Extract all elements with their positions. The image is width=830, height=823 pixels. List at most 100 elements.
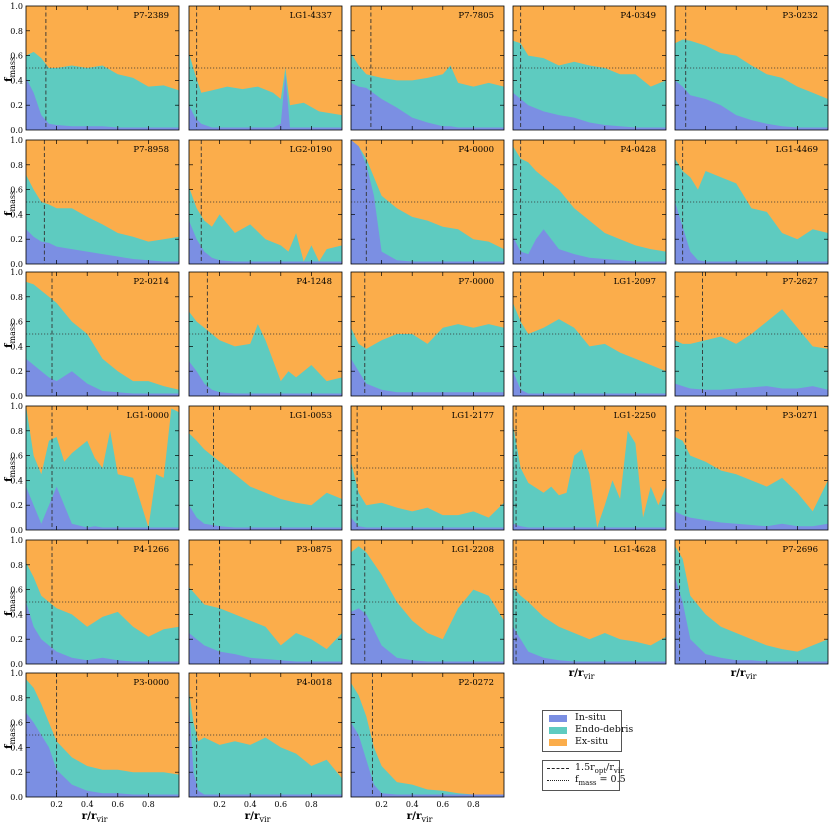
x-tick-label: 0.4 (244, 800, 257, 809)
insitu-area (513, 371, 666, 396)
legend-fmass-tail: = 0.5 (596, 774, 626, 785)
panel-frame (512, 271, 667, 397)
endo-debris-area (351, 324, 504, 396)
y-axis-label-main: f (3, 342, 15, 348)
y-tick-label: 1.0 (10, 2, 23, 11)
insitu-area (26, 229, 179, 264)
y-tick-label: 0.4 (10, 610, 23, 619)
y-axis-label: fmass (3, 457, 17, 482)
panel-title: P4-0349 (620, 11, 656, 21)
endo-debris-area (351, 140, 504, 264)
y-axis-label-sub: mass (8, 323, 17, 344)
insitu-area (675, 511, 828, 530)
x-axis-label: r/rvir (82, 810, 108, 823)
panel-title: P2-0272 (458, 678, 494, 688)
x-axis-label: r/rvir (731, 667, 757, 681)
endo-debris-area (26, 174, 179, 264)
panel-LG1-2177: LG1-2177 (350, 405, 505, 531)
panel-frame (25, 5, 180, 131)
legend-fmass-main: f (575, 774, 579, 785)
x-axis-label: r/rvir (407, 810, 433, 823)
panel-title: P7-8958 (133, 145, 169, 155)
panel-P4-0018: P4-0018 0.2 0.4 0.6 0.8 r/rvir (188, 672, 343, 823)
endo-debris-area (26, 562, 179, 664)
y-tick-label: 0.8 (10, 561, 23, 570)
insitu-area (189, 220, 342, 264)
x-axis-label-sub: vir (421, 815, 433, 823)
insitu-area (26, 77, 179, 130)
legend-components: In-situ Endo-debris Ex-situ (542, 710, 633, 752)
y-tick-label: 0.0 (10, 793, 23, 802)
legend-swatch-endo (549, 727, 567, 734)
legend-label-exsitu: Ex-situ (575, 736, 609, 747)
panel-title: P3-0232 (782, 11, 818, 21)
panel-title: P4-0428 (620, 145, 656, 155)
panel-P4-0000: P4-0000 (350, 139, 505, 265)
panel-frame (350, 271, 505, 397)
panel-P7-0000: P7-0000 (350, 271, 505, 397)
y-axis-label: fmass (3, 323, 17, 348)
y-axis-label-sub: mass (8, 57, 17, 78)
endo-debris-area (189, 587, 342, 664)
panel-frame (674, 271, 829, 397)
panel-frame (674, 139, 829, 265)
y-tick-label: 0.8 (10, 293, 23, 302)
y-tick-label: 0.2 (10, 101, 23, 110)
y-tick-label: 0.0 (10, 660, 23, 669)
panel-frame (25, 539, 180, 665)
insitu-area (351, 358, 504, 396)
insitu-area (189, 505, 342, 530)
y-tick-label: 0.2 (10, 501, 23, 510)
y-tick-label: 0.0 (10, 126, 23, 135)
insitu-area (351, 608, 504, 664)
endo-debris-area (26, 281, 179, 396)
legend-entry-insitu: In-situ (543, 712, 621, 724)
x-tick-label: 0.2 (213, 800, 226, 809)
y-tick-label: 0.6 (10, 52, 23, 61)
panel-P4-1266: P4-1266 0.0 0.2 0.4 0.6 0.8 1.0 fmass (3, 536, 180, 669)
panel-frame (674, 5, 829, 131)
panel-title: LG1-2250 (614, 411, 656, 421)
panel-title: P7-2627 (782, 277, 818, 287)
endo-debris-area (351, 461, 504, 530)
panel-LG1-4337: LG1-4337 (188, 5, 343, 131)
y-tick-label: 0.6 (10, 318, 23, 327)
y-tick-label: 0.2 (10, 235, 23, 244)
y-tick-label: 0.2 (10, 768, 23, 777)
x-tick-label: 0.4 (81, 800, 94, 809)
y-axis-label-main: f (3, 610, 15, 616)
x-tick-label: 0.8 (142, 800, 155, 809)
legend-entry-ropt: 1.5ropt/rvir (543, 762, 623, 775)
y-tick-label: 0.8 (10, 427, 23, 436)
legend-label-insitu: In-situ (575, 712, 606, 723)
legend-swatch-exsitu (549, 739, 567, 746)
insitu-area (513, 523, 666, 530)
endo-debris-area (513, 424, 666, 530)
legend-ropt-tail-sub: vir (613, 766, 624, 775)
legend-entry-fmass: fmass = 0.5 (543, 774, 626, 787)
panel-frame (350, 672, 505, 798)
y-tick-label: 0.6 (10, 719, 23, 728)
y-axis-label-sub: mass (8, 457, 17, 478)
panel-frame (25, 405, 180, 531)
panel-frame (25, 271, 180, 397)
y-tick-label: 0.8 (10, 161, 23, 170)
panel-title: LG1-4337 (290, 11, 332, 21)
panel-title: LG1-2177 (452, 411, 494, 421)
legend-label-fmass: fmass = 0.5 (575, 774, 626, 789)
y-axis-label: fmass (3, 724, 17, 749)
y-tick-label: 1.0 (10, 669, 23, 678)
panel-frame (512, 139, 667, 265)
panel-frame (188, 405, 343, 531)
y-axis-label: fmass (3, 57, 17, 82)
panel-title: P7-2696 (782, 545, 818, 555)
endo-debris-area (675, 546, 828, 664)
panel-LG1-4469: LG1-4469 (674, 139, 829, 265)
endo-debris-area (189, 433, 342, 530)
panel-P4-0349: P4-0349 (512, 5, 667, 131)
x-axis-label-sub: vir (583, 672, 595, 681)
y-axis-label-main: f (3, 210, 15, 216)
panel-title: LG2-0190 (290, 145, 332, 155)
panel-title: LG1-4628 (614, 545, 656, 555)
insitu-area (675, 202, 828, 264)
